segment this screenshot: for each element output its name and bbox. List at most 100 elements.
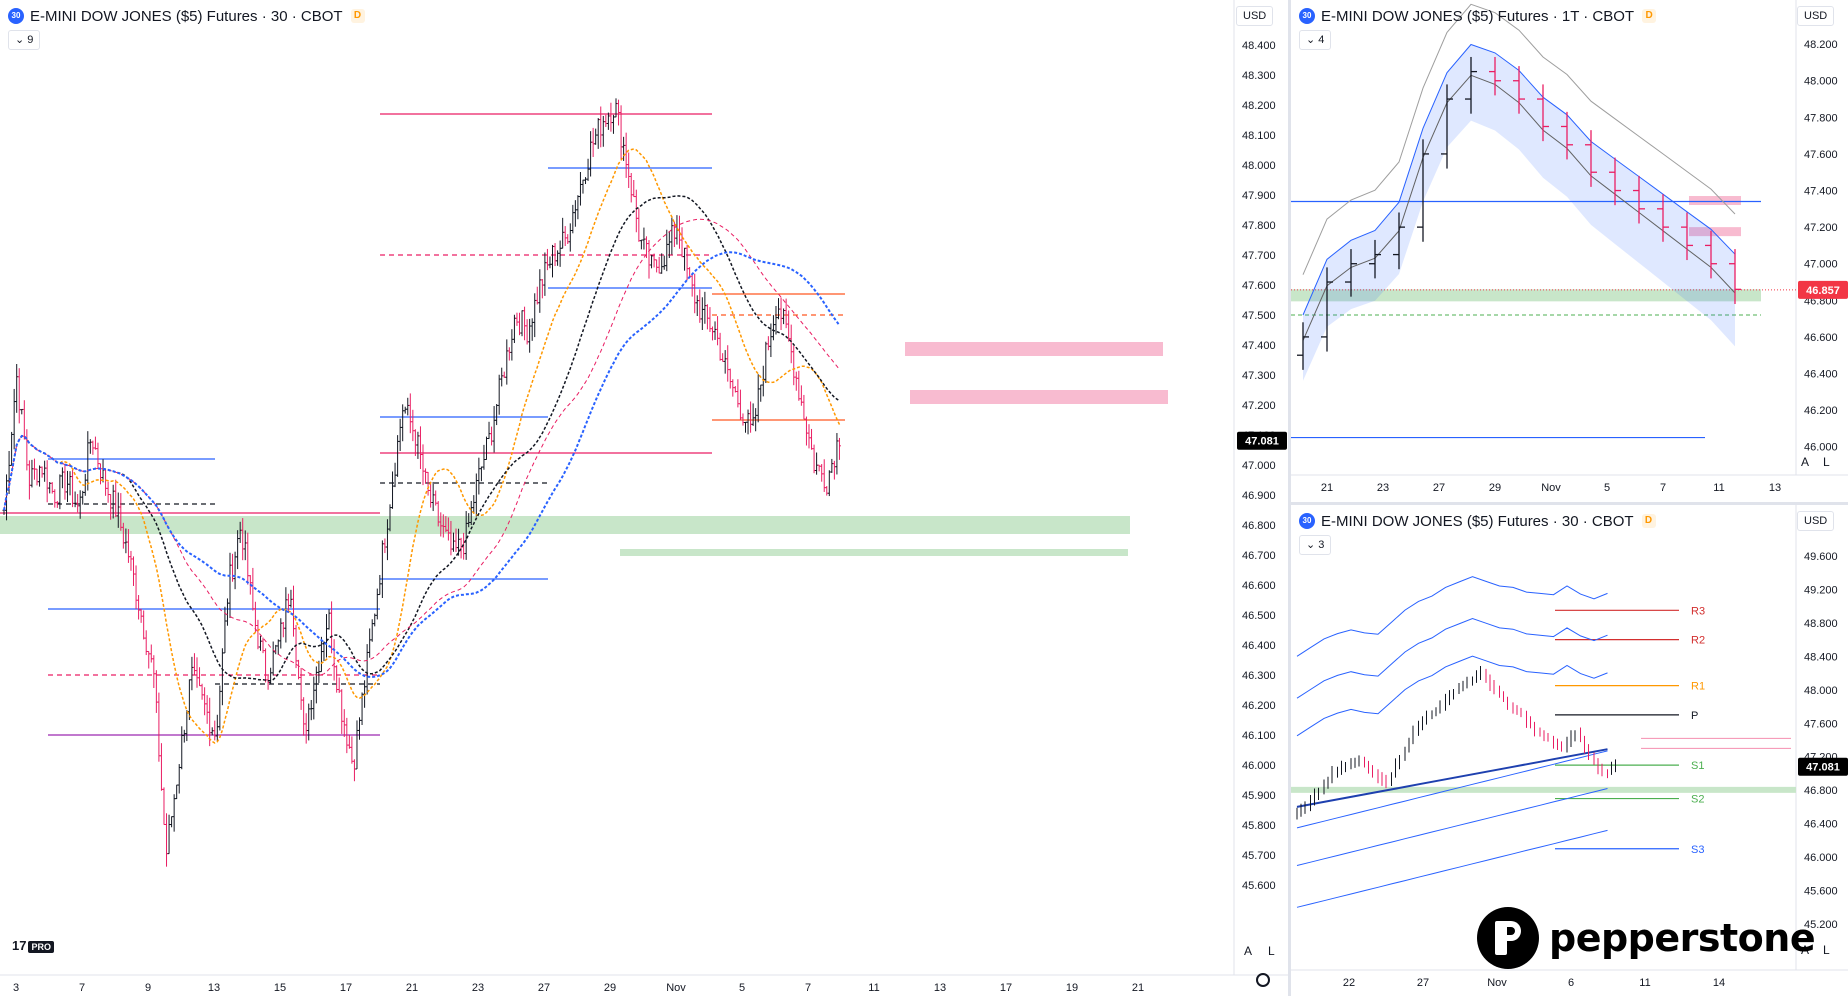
time-tick-label: 17 [340,982,352,994]
time-tick-label: 6 [1568,977,1574,989]
price-tick-label: 45.200 [1804,919,1838,931]
ma-pink [3,218,840,676]
ma-black [3,195,840,682]
time-tick-label: 22 [1343,977,1355,989]
price-tick-label: 48.400 [1242,40,1276,52]
time-tick-label: 7 [1660,482,1666,494]
price-tick-label: 47.800 [1804,112,1838,124]
price-tick-label: 46.000 [1804,442,1838,454]
indicators-collapse-button[interactable]: ⌄ 3 [1299,535,1332,555]
log-scale-button[interactable]: L [1823,455,1830,469]
price-tick-label: 47.500 [1242,310,1276,322]
tradingview-logo: 17 PRO [12,938,54,953]
price-tick-label: 46.100 [1242,730,1276,742]
top-right-chart-svg[interactable]: 48.200 48.000 47.800 47.600 47.400 47.200 47.0… [1291,0,1848,502]
pivot-label: R3 [1691,605,1705,617]
pepperstone-logo: pepperstone [1477,903,1816,973]
price-tick-label: 48.100 [1242,130,1276,142]
indicator-count: 4 [1318,34,1325,46]
current-price-label: 47.081 [1806,762,1840,774]
currency-button[interactable]: USD [1797,6,1835,26]
channel-line [1296,788,1608,866]
time-tick-label: 7 [79,982,85,994]
price-tick-label: 47.200 [1804,222,1838,234]
pepperstone-wordmark: pepperstone [1549,916,1816,960]
price-tick-label: 47.300 [1242,370,1276,382]
supply-zone-upper [905,342,1163,356]
pivot-label: S3 [1691,844,1704,856]
price-tick-label: 46.900 [1242,490,1276,502]
price-tick-label: 46.800 [1242,520,1276,532]
price-tick-label: 49.600 [1804,551,1838,563]
demand-zone-thin [620,549,1128,556]
log-scale-button[interactable]: L [1823,943,1830,957]
bottom-right-chart-title: 30 E-MINI DOW JONES ($5) Futures · 30 · … [1299,511,1656,531]
supply-zone-lower [910,390,1168,404]
auto-scale-button[interactable]: A [1801,455,1810,469]
chevron-down-icon: ⌄ [1306,34,1316,46]
settings-gear-icon[interactable] [1256,973,1270,987]
chevron-down-icon: ⌄ [15,34,25,46]
price-tick-label: 46.500 [1242,610,1276,622]
auto-scale-button[interactable]: A [1244,944,1253,958]
currency-button[interactable]: USD [1797,511,1835,531]
ma-orange [3,148,841,744]
time-tick-label: 11 [1639,977,1650,989]
current-price-label: 46.857 [1806,285,1840,297]
price-tick-label: 45.800 [1242,820,1276,832]
price-tick-label: 48.000 [1804,685,1838,697]
time-tick-label: 29 [604,982,616,994]
time-tick-label: 21 [1321,482,1333,494]
main-chart-panel[interactable]: 48.400 48.300 48.200 48.100 48.000 47.900 47.8… [0,0,1288,996]
currency-button[interactable]: USD [1236,6,1274,26]
time-tick-label: 27 [1433,482,1445,494]
price-tick-label: 47.000 [1242,460,1276,472]
price-tick-label: 47.700 [1242,250,1276,262]
demand-zone [0,516,1130,534]
price-tick-label: 46.400 [1242,640,1276,652]
symbol-title: E-MINI DOW JONES ($5) Futures · 30 · CBO… [30,7,343,25]
top-right-chart-panel[interactable]: 48.200 48.000 47.800 47.600 47.400 47.200 47.0… [1291,0,1848,502]
data-badge[interactable]: D [350,9,365,23]
supply-zone-upper [1689,196,1741,206]
price-tick-label: 47.600 [1804,718,1838,730]
auto-scale-button[interactable]: A [1801,943,1810,957]
price-tick-label: 48.200 [1804,39,1838,51]
channel-line [1296,617,1608,699]
price-tick-label: 45.600 [1242,880,1276,892]
main-chart-svg[interactable]: 48.400 48.300 48.200 48.100 48.000 47.900 47.8… [0,0,1288,996]
current-price-label-bg [1798,757,1848,776]
indicators-collapse-button[interactable]: ⌄ 4 [1299,30,1332,50]
price-tick-label: 48.000 [1804,76,1838,88]
symbol-title: E-MINI DOW JONES ($5) Futures · 1T · CBO… [1321,7,1635,25]
time-tick-label: Nov [666,982,686,994]
time-tick-label: 21 [1132,982,1144,994]
time-tick-label: 17 [1000,982,1012,994]
time-tick-label: 23 [1377,482,1389,494]
time-tick-label: 27 [538,982,550,994]
price-tick-label: 47.600 [1242,280,1276,292]
price-tick-label: 47.200 [1242,400,1276,412]
pivot-label: R2 [1691,635,1705,647]
time-tick-label: Nov [1487,977,1507,989]
data-badge[interactable]: D [1641,514,1656,528]
data-badge[interactable]: D [1642,9,1657,23]
panel-divider-vertical[interactable] [1288,0,1291,996]
tv-logo-text: 17 [12,938,27,953]
time-tick-label: 11 [868,982,879,994]
pivot-label: S1 [1691,760,1704,772]
demand-zone [1291,786,1796,793]
price-tick-label: 46.200 [1804,405,1838,417]
indicators-collapse-button[interactable]: ⌄ 9 [8,30,41,50]
price-tick-label: 46.200 [1242,700,1276,712]
time-tick-label: 15 [274,982,286,994]
log-scale-button[interactable]: L [1268,944,1275,958]
price-tick-label: 46.000 [1804,852,1838,864]
bottom-right-chart-panel[interactable]: 49.60049.20048.80048.40048.00047.60047.2… [1291,505,1848,996]
band-outer [1302,3,1736,275]
demand-zone [1291,289,1761,302]
time-tick-label: 3 [13,982,19,994]
bottom-right-chart-svg[interactable]: 49.60049.20048.80048.40048.00047.60047.2… [1291,505,1848,996]
price-tick-label: 46.700 [1242,550,1276,562]
panel-divider-horizontal[interactable] [1291,502,1848,505]
